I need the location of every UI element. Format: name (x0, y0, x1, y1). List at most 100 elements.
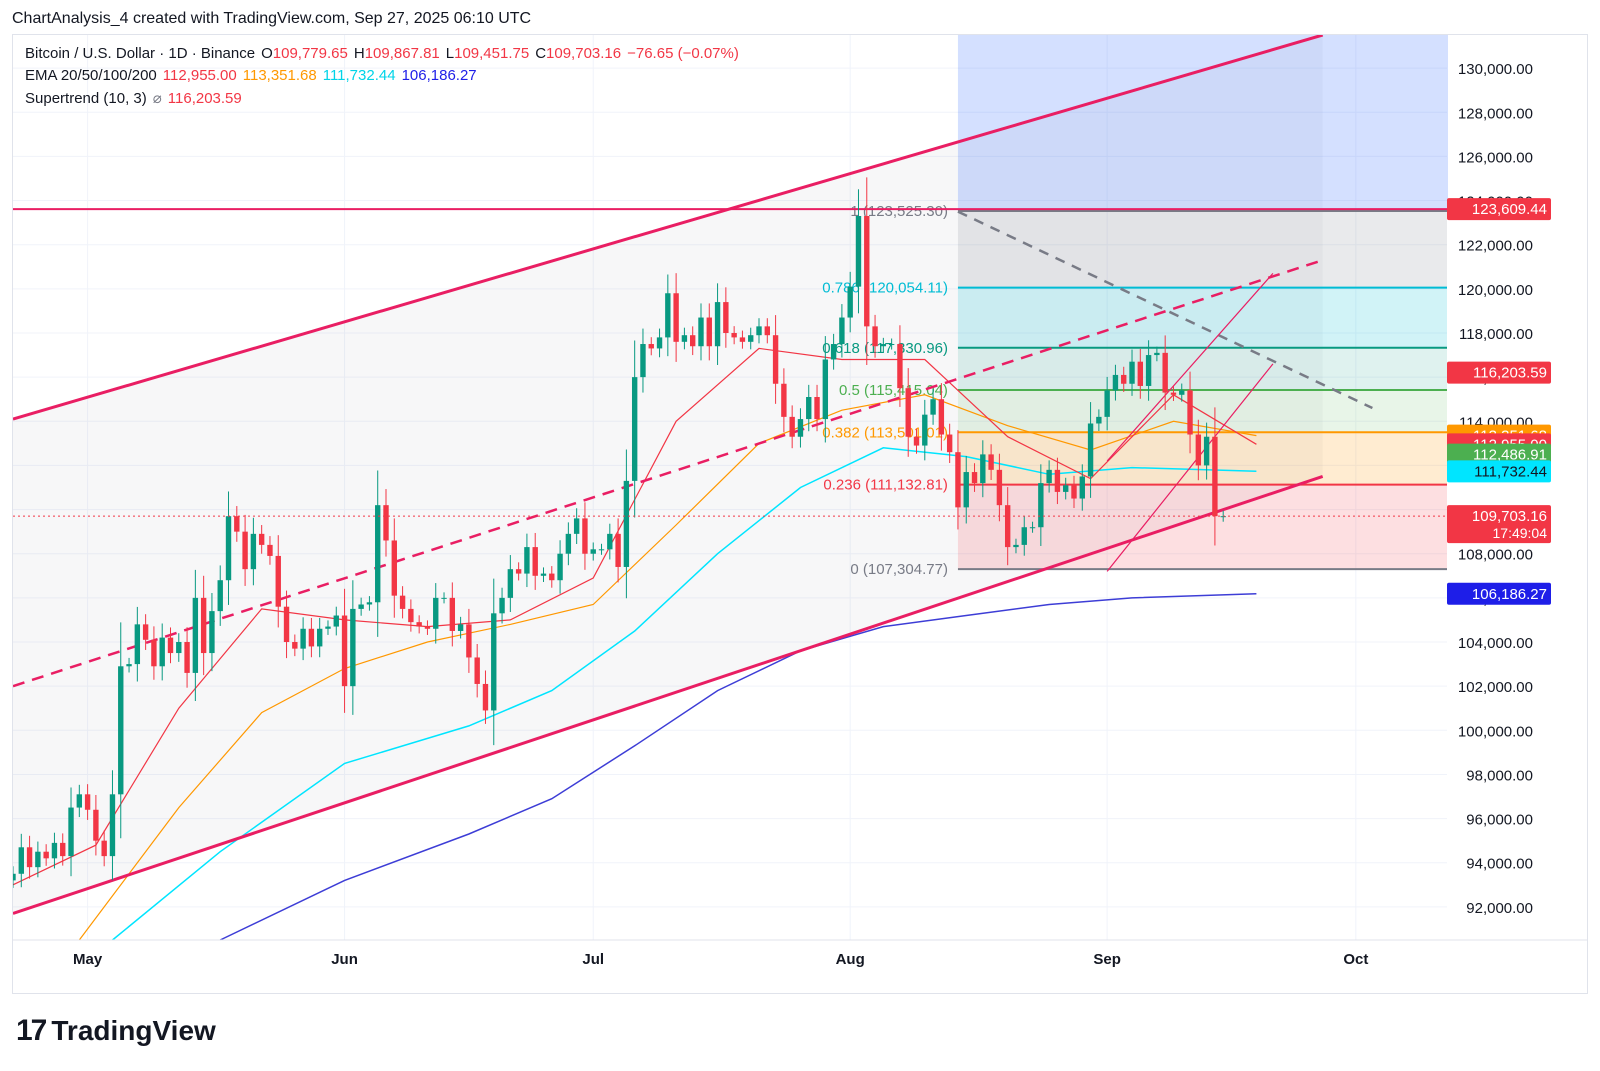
candle-body[interactable] (582, 518, 588, 554)
candle-body[interactable] (142, 624, 149, 640)
candle-body[interactable] (598, 549, 605, 551)
candle-body[interactable] (1145, 355, 1152, 386)
candle-body[interactable] (789, 416, 795, 437)
candle-body[interactable] (772, 335, 779, 384)
candle-body[interactable] (341, 615, 348, 687)
candle-body[interactable] (441, 597, 447, 599)
candle-body[interactable] (607, 533, 613, 550)
chart-canvas[interactable]: 1 (123,525.30) 0.786 (120,054.11) 0.618 (1… (13, 35, 1588, 994)
candle-body[interactable] (200, 597, 207, 654)
candle-body[interactable] (126, 664, 132, 667)
candle-body[interactable] (1195, 434, 1202, 466)
candle-body[interactable] (781, 383, 787, 417)
candle-body[interactable] (640, 344, 646, 378)
candle-body[interactable] (35, 851, 41, 868)
candle-body[interactable] (1154, 352, 1160, 356)
candle-body[interactable] (1129, 361, 1135, 384)
candle-body[interactable] (300, 628, 306, 649)
channel-upper-line[interactable] (13, 35, 1324, 421)
candle-body[interactable] (1021, 527, 1027, 545)
candle-body[interactable] (963, 472, 969, 508)
candle-body[interactable] (167, 637, 174, 654)
candle-body[interactable] (656, 337, 663, 349)
candle-body[interactable] (1203, 436, 1210, 466)
candle-body[interactable] (482, 683, 489, 711)
candle-body[interactable] (358, 604, 364, 609)
candle-body[interactable] (855, 216, 862, 287)
candle-body[interactable] (590, 549, 596, 554)
candle-body[interactable] (433, 597, 439, 629)
candle-body[interactable] (980, 454, 986, 484)
candle-body[interactable] (797, 419, 804, 437)
candle-body[interactable] (416, 622, 422, 627)
candle-body[interactable] (1013, 544, 1019, 548)
candle-body[interactable] (872, 326, 878, 347)
candle-body[interactable] (325, 626, 331, 629)
candle-body[interactable] (60, 842, 66, 857)
candle-body[interactable] (424, 626, 431, 629)
candle-body[interactable] (84, 794, 91, 810)
candle-body[interactable] (43, 851, 49, 859)
candle-body[interactable] (515, 569, 522, 574)
candle-body[interactable] (316, 628, 323, 647)
candle-body[interactable] (101, 840, 107, 857)
candle-body[interactable] (690, 335, 696, 347)
candle-body[interactable] (1137, 361, 1144, 386)
candle-body[interactable] (888, 344, 895, 346)
eye-off-icon[interactable]: ⌀ (152, 90, 162, 107)
candle-body[interactable] (573, 518, 580, 534)
candle-body[interactable] (209, 611, 215, 654)
candle-body[interactable] (258, 533, 265, 545)
candle-body[interactable] (714, 302, 721, 347)
candle-body[interactable] (350, 608, 356, 687)
candle-body[interactable] (308, 628, 315, 647)
short-channel-lower[interactable] (1106, 363, 1274, 572)
candle-body[interactable] (18, 847, 24, 874)
candle-body[interactable] (1029, 527, 1036, 529)
tradingview-logo[interactable]: 17 TradingView (16, 1014, 216, 1048)
candle-body[interactable] (507, 569, 514, 598)
candle-body[interactable] (1087, 423, 1094, 477)
candle-body[interactable] (996, 469, 1003, 506)
candle-body[interactable] (159, 637, 165, 667)
candle-body[interactable] (474, 657, 480, 684)
candle-body[interactable] (905, 388, 911, 437)
candle-body[interactable] (292, 642, 298, 649)
candle-body[interactable] (623, 480, 630, 567)
candle-body[interactable] (176, 642, 182, 654)
candle-body[interactable] (756, 326, 762, 336)
candle-body[interactable] (731, 332, 737, 338)
candle-body[interactable] (830, 344, 837, 360)
candle-body[interactable] (1179, 390, 1185, 395)
candle-body[interactable] (549, 573, 555, 581)
candle-body[interactable] (234, 516, 240, 532)
candle-body[interactable] (13, 873, 16, 881)
candle-body[interactable] (491, 613, 497, 711)
candle-body[interactable] (806, 397, 812, 420)
candle-body[interactable] (814, 397, 820, 420)
candle-body[interactable] (1104, 390, 1110, 417)
candle-body[interactable] (897, 344, 903, 389)
candle-body[interactable] (283, 606, 290, 643)
candle-body[interactable] (242, 531, 248, 570)
candle-body[interactable] (408, 608, 414, 623)
candle-body[interactable] (466, 624, 472, 658)
candle-body[interactable] (681, 335, 688, 342)
candle-body[interactable] (1170, 392, 1177, 395)
candle-body[interactable] (880, 344, 887, 347)
candle-body[interactable] (839, 317, 845, 345)
candle-body[interactable] (557, 553, 563, 581)
candle-body[interactable] (1054, 469, 1061, 492)
candle-body[interactable] (1071, 485, 1077, 499)
candle-body[interactable] (706, 317, 712, 347)
candle-body[interactable] (524, 547, 530, 574)
candle-body[interactable] (864, 216, 870, 327)
short-channel-upper[interactable] (1106, 272, 1274, 462)
candle-body[interactable] (822, 359, 829, 420)
candle-body[interactable] (748, 335, 754, 342)
candle-body[interactable] (449, 597, 456, 631)
candle-body[interactable] (1212, 436, 1218, 517)
candle-body[interactable] (267, 544, 273, 556)
candle-body[interactable] (648, 344, 654, 349)
channel-lower-line[interactable] (13, 475, 1324, 915)
